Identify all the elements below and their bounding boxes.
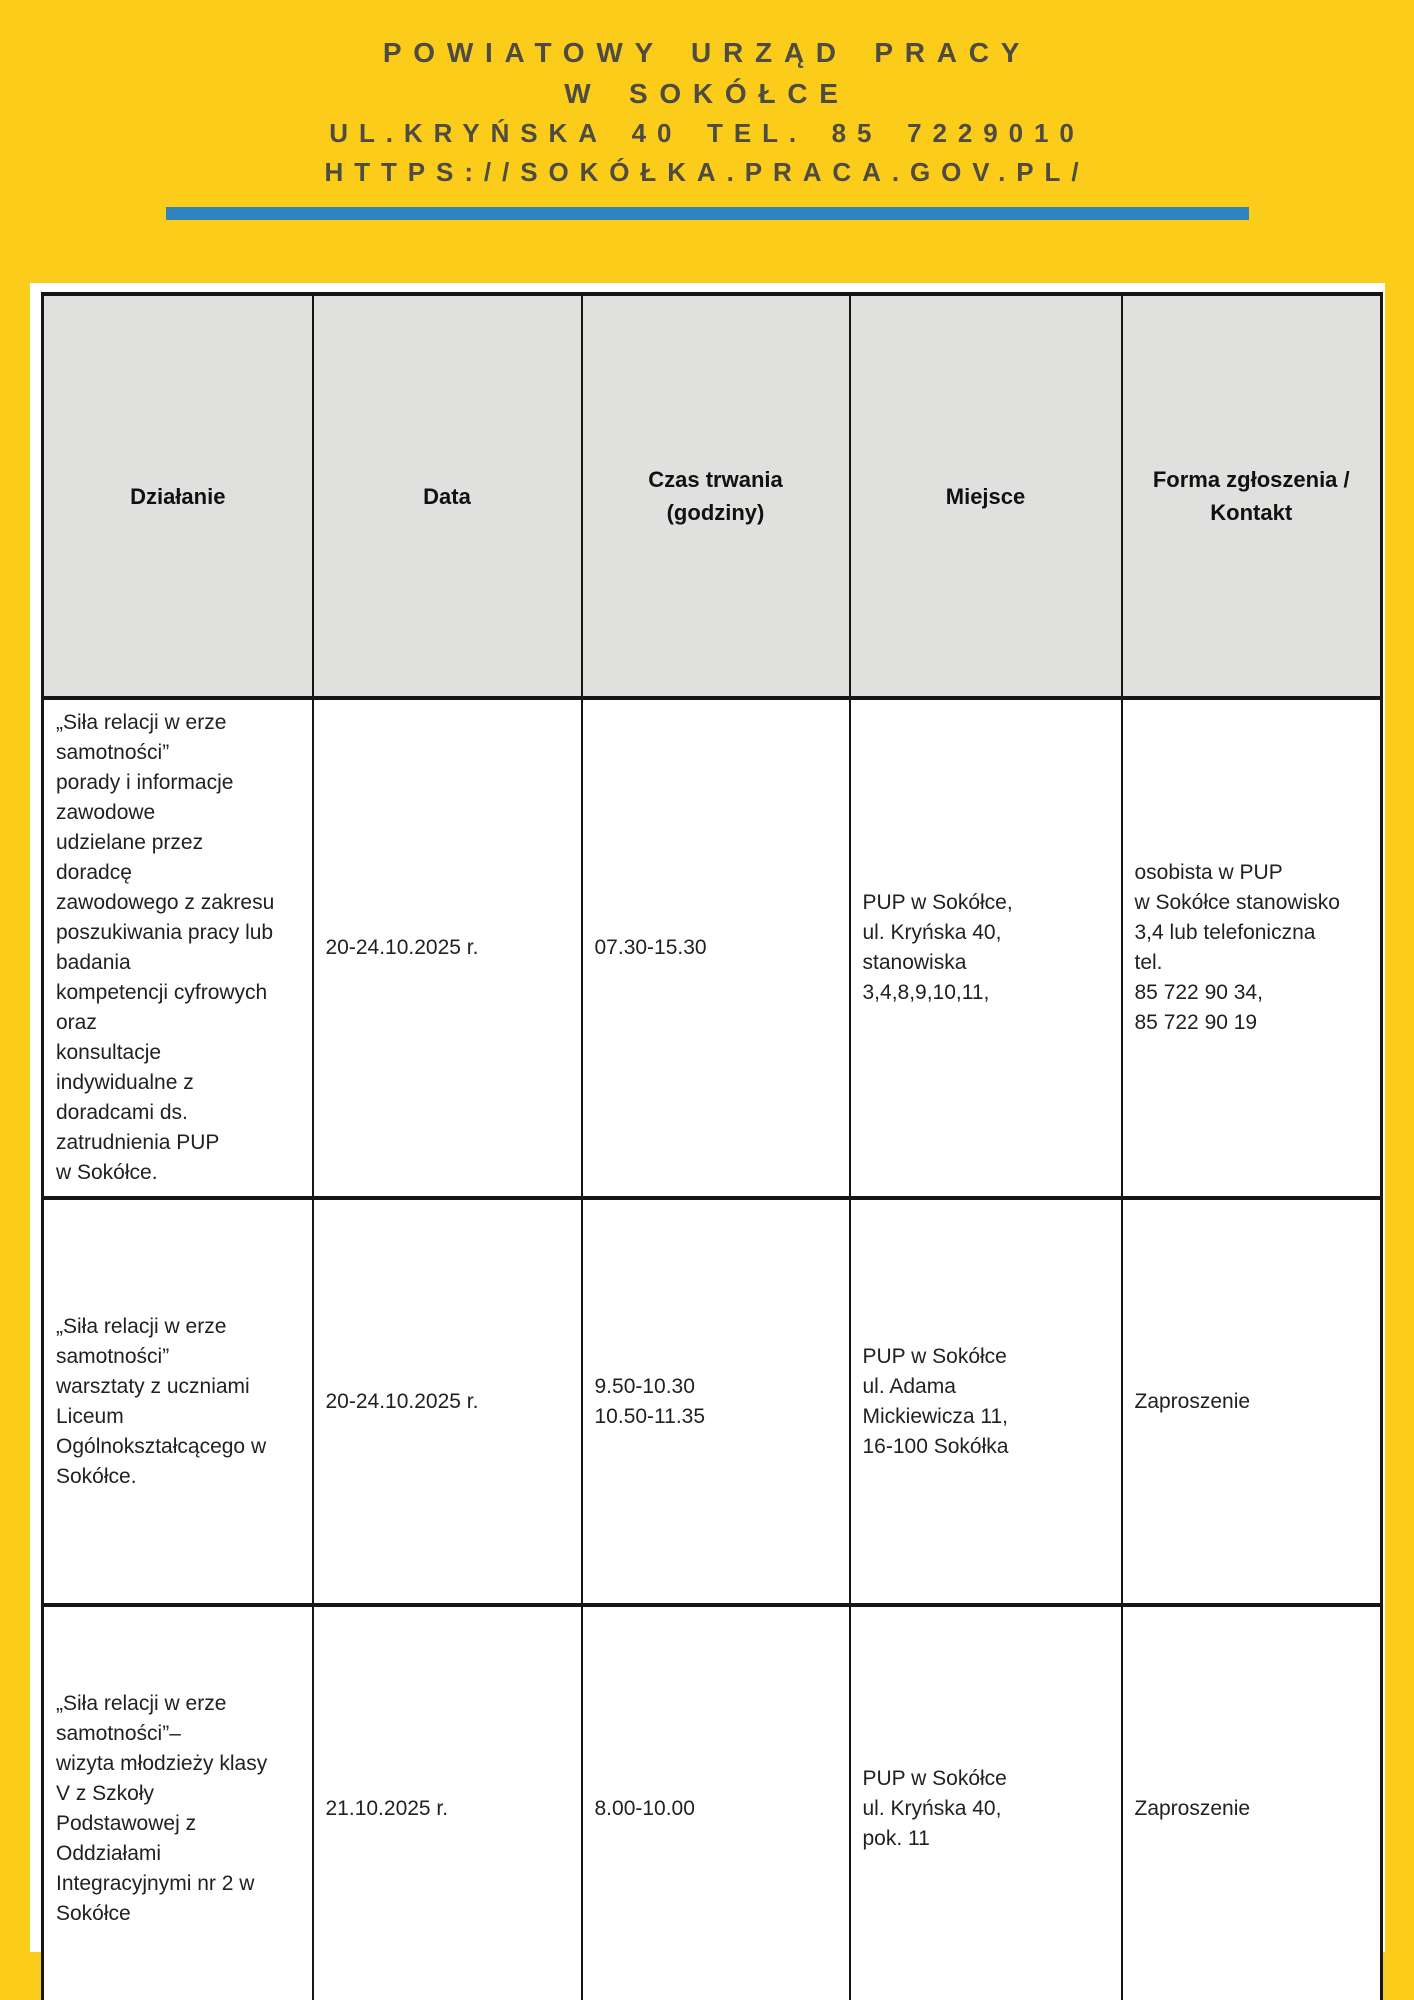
cell-place: PUP w Sokółce ul. Kryńska 40, pok. 11 (848, 1603, 1123, 2000)
cell-contact: Zaproszenie (1120, 1603, 1383, 2000)
cell-duration: 9.50-10.30 10.50-11.35 (580, 1196, 851, 1607)
schedule-table: Działanie Data Czas trwania (godziny) Mi… (41, 292, 1383, 2000)
cell-action: „Siła relacji w erze samotności” warszta… (41, 1196, 314, 1607)
cell-action: „Siła relacji w erze samotności”– wizyta… (41, 1603, 314, 2000)
cell-place: PUP w Sokółce ul. Adama Mickiewicza 11, … (848, 1196, 1123, 1607)
yellow-frame-left (0, 0, 30, 2000)
cell-date: 20-24.10.2025 r. (311, 696, 583, 1200)
org-website-line: HTTPS://SOKÓŁKA.PRACA.GOV.PL/ (324, 157, 1090, 187)
accent-divider-bar (165, 207, 1249, 220)
table-row: „Siła relacji w erze samotności” warszta… (41, 1196, 1383, 1607)
col-header-action: Działanie (41, 292, 314, 700)
col-header-duration: Czas trwania (godziny) (580, 292, 851, 700)
col-header-place: Miejsce (848, 292, 1123, 700)
yellow-frame-top (0, 0, 1414, 283)
masthead: POWIATOWY URZĄD PRACY W SOKÓŁCE UL.KRYŃS… (0, 0, 1414, 220)
org-name-line: POWIATOWY URZĄD PRACY (382, 37, 1032, 68)
table-row: „Siła relacji w erze samotności” porady … (41, 696, 1383, 1200)
table-header-row: Działanie Data Czas trwania (godziny) Mi… (41, 292, 1383, 700)
org-address-phone-line: UL.KRYŃSKA 40 TEL. 85 7229010 (329, 118, 1085, 148)
cell-date: 20-24.10.2025 r. (311, 1196, 583, 1607)
cell-action: „Siła relacji w erze samotności” porady … (41, 696, 314, 1200)
col-header-contact: Forma zgłoszenia / Kontakt (1120, 292, 1383, 700)
cell-contact: osobista w PUP w Sokółce stanowisko 3,4 … (1120, 696, 1383, 1200)
yellow-frame-right (1385, 0, 1414, 2000)
org-city-line: W SOKÓŁCE (564, 78, 850, 109)
cell-place: PUP w Sokółce, ul. Kryńska 40, stanowisk… (848, 696, 1123, 1200)
cell-duration: 07.30-15.30 (580, 696, 851, 1200)
cell-contact: Zaproszenie (1120, 1196, 1383, 1607)
cell-date: 21.10.2025 r. (311, 1603, 583, 2000)
cell-duration: 8.00-10.00 (580, 1603, 851, 2000)
col-header-date: Data (311, 292, 583, 700)
table-row: „Siła relacji w erze samotności”– wizyta… (41, 1603, 1383, 2000)
